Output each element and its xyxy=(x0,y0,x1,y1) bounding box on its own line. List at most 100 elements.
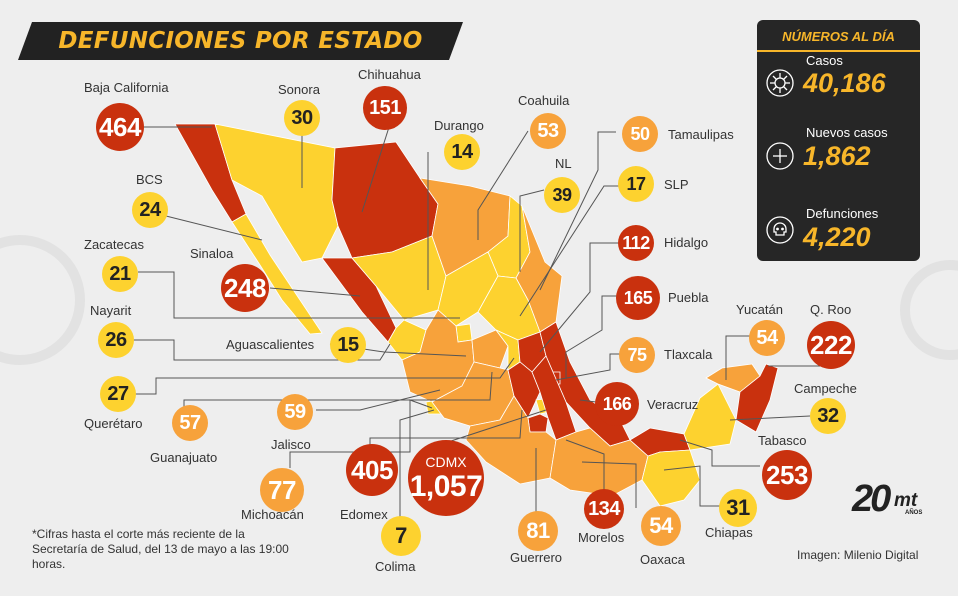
state-value: 464 xyxy=(99,112,141,142)
state-value: 26 xyxy=(105,329,127,351)
state-value: 253 xyxy=(766,460,808,490)
state-value: 30 xyxy=(291,107,313,129)
bubble-puebla: 165 xyxy=(616,276,660,320)
bubble-campeche: 32 xyxy=(810,398,846,434)
daily-numbers-panel: NÚMEROS AL DÍA Casos 40,186 Nuevos casos… xyxy=(757,20,920,261)
state-value: 248 xyxy=(224,273,266,303)
region-guerrero xyxy=(465,395,557,485)
state-label-baja-california: Baja California xyxy=(84,80,169,95)
state-value: 31 xyxy=(726,495,750,520)
skull-icon xyxy=(766,216,794,244)
bubble-hidalgo: 112 xyxy=(618,225,654,261)
state-label-coahuila: Coahuila xyxy=(518,93,570,108)
state-value: 7 xyxy=(395,523,407,548)
state-label-yucatan: Yucatán xyxy=(736,302,783,317)
bubble-jalisco: 59 xyxy=(277,394,313,430)
bubble-yucatan: 54 xyxy=(749,320,785,356)
bubble-zacatecas: 21 xyxy=(102,256,138,292)
deaths-label: Defunciones xyxy=(806,206,879,221)
panel-title: NÚMEROS AL DÍA xyxy=(782,29,895,44)
bubble-guanajuato: 57 xyxy=(172,405,208,441)
state-value: 32 xyxy=(817,405,839,427)
state-label-oaxaca: Oaxaca xyxy=(640,552,685,567)
panel-divider xyxy=(757,50,920,52)
bubble-colima: 7 xyxy=(381,516,421,556)
state-value: 222 xyxy=(810,330,852,360)
logo-sub: AÑOS xyxy=(905,510,923,516)
bubble-nayarit: 26 xyxy=(98,322,134,358)
state-value: 75 xyxy=(627,345,647,365)
new-cases-value: 1,862 xyxy=(803,141,871,171)
state-label-tabasco: Tabasco xyxy=(758,433,807,448)
bubble-aguascalientes: 15 xyxy=(330,327,366,363)
state-label-morelos: Morelos xyxy=(578,530,625,545)
state-label-jalisco: Jalisco xyxy=(271,437,311,452)
state-value: 57 xyxy=(179,412,201,434)
state-label-campeche: Campeche xyxy=(794,381,857,396)
region-bcs xyxy=(231,213,323,335)
state-label-chiapas: Chiapas xyxy=(705,525,753,540)
state-value: 77 xyxy=(268,475,296,505)
state-label-guerrero: Guerrero xyxy=(510,550,563,565)
state-label-sonora: Sonora xyxy=(278,82,320,97)
bubble-chihuahua: 151 xyxy=(363,86,407,130)
state-label-veracruz: Veracruz xyxy=(647,397,699,412)
state-label-michoacan: Michoacán xyxy=(241,507,304,522)
bubble-slp: 17 xyxy=(618,166,654,202)
state-label-bcs: BCS xyxy=(136,172,163,187)
milenio-20-anos-logo: 20 mt AÑOS xyxy=(852,478,922,520)
state-label-slp: SLP xyxy=(664,177,689,192)
bubble-bcs: 24 xyxy=(132,192,168,228)
page-title: DEFUNCIONES POR ESTADO xyxy=(58,28,423,54)
bubble-queretaro: 27 xyxy=(100,376,136,412)
region-guanajuato xyxy=(471,329,509,369)
region-morelos xyxy=(527,413,549,433)
bubble-tamaulipas: 50 xyxy=(622,116,658,152)
bubble-baja-california: 464 xyxy=(96,103,144,151)
bubble-oaxaca: 54 xyxy=(641,506,681,546)
state-value: 14 xyxy=(451,141,473,163)
state-value: 134 xyxy=(588,498,620,520)
state-label-chihuahua: Chihuahua xyxy=(358,67,421,82)
region-chiapas xyxy=(641,449,701,507)
bubble-sinaloa: 248 xyxy=(221,264,269,312)
state-value: 53 xyxy=(537,120,559,142)
state-value: 165 xyxy=(623,288,653,308)
bubble-morelos: 134 xyxy=(584,489,624,529)
state-label-aguascalientes: Aguascalientes xyxy=(226,337,315,352)
background-virus-icon xyxy=(0,235,958,365)
region-campeche xyxy=(683,383,737,451)
bubble-tabasco: 253 xyxy=(762,450,812,500)
region-qroo xyxy=(735,363,779,433)
state-label-tlaxcala: Tlaxcala xyxy=(664,347,713,362)
virus-icon xyxy=(766,69,794,97)
bubble-sonora: 30 xyxy=(284,100,320,136)
state-label-q-roo: Q. Roo xyxy=(810,302,852,317)
state-value: 112 xyxy=(622,233,650,253)
bubble-veracruz: 166 xyxy=(595,382,639,426)
state-label-edomex: Edomex xyxy=(340,507,388,522)
state-value: 50 xyxy=(630,124,650,144)
image-credit: Imagen: Milenio Digital xyxy=(797,548,919,562)
footnote: *Cifras hasta el corte más reciente de l… xyxy=(32,527,289,571)
state-value: 24 xyxy=(139,199,161,221)
state-label-nl: NL xyxy=(555,156,572,171)
bubble-tlaxcala: 75 xyxy=(619,337,655,373)
state-value: 21 xyxy=(109,263,131,285)
logo-number: 20 xyxy=(852,478,891,520)
cases-label: Casos xyxy=(806,53,843,68)
bubble-guerrero: 81 xyxy=(518,511,558,551)
state-label-queretaro: Querétaro xyxy=(84,416,143,431)
state-value: 27 xyxy=(107,383,129,405)
title-banner: DEFUNCIONES POR ESTADO xyxy=(18,22,463,60)
state-label-guanajuato: Guanajuato xyxy=(150,450,218,465)
state-value: 81 xyxy=(526,518,550,543)
state-value: 166 xyxy=(602,394,632,414)
deaths-value: 4,220 xyxy=(803,222,871,252)
state-value: 405 xyxy=(351,455,393,485)
state-label-zacatecas: Zacatecas xyxy=(84,237,144,252)
bubble-edomex: 405 xyxy=(346,444,398,496)
state-label-colima: Colima xyxy=(375,559,416,574)
state-label-nayarit: Nayarit xyxy=(90,303,132,318)
